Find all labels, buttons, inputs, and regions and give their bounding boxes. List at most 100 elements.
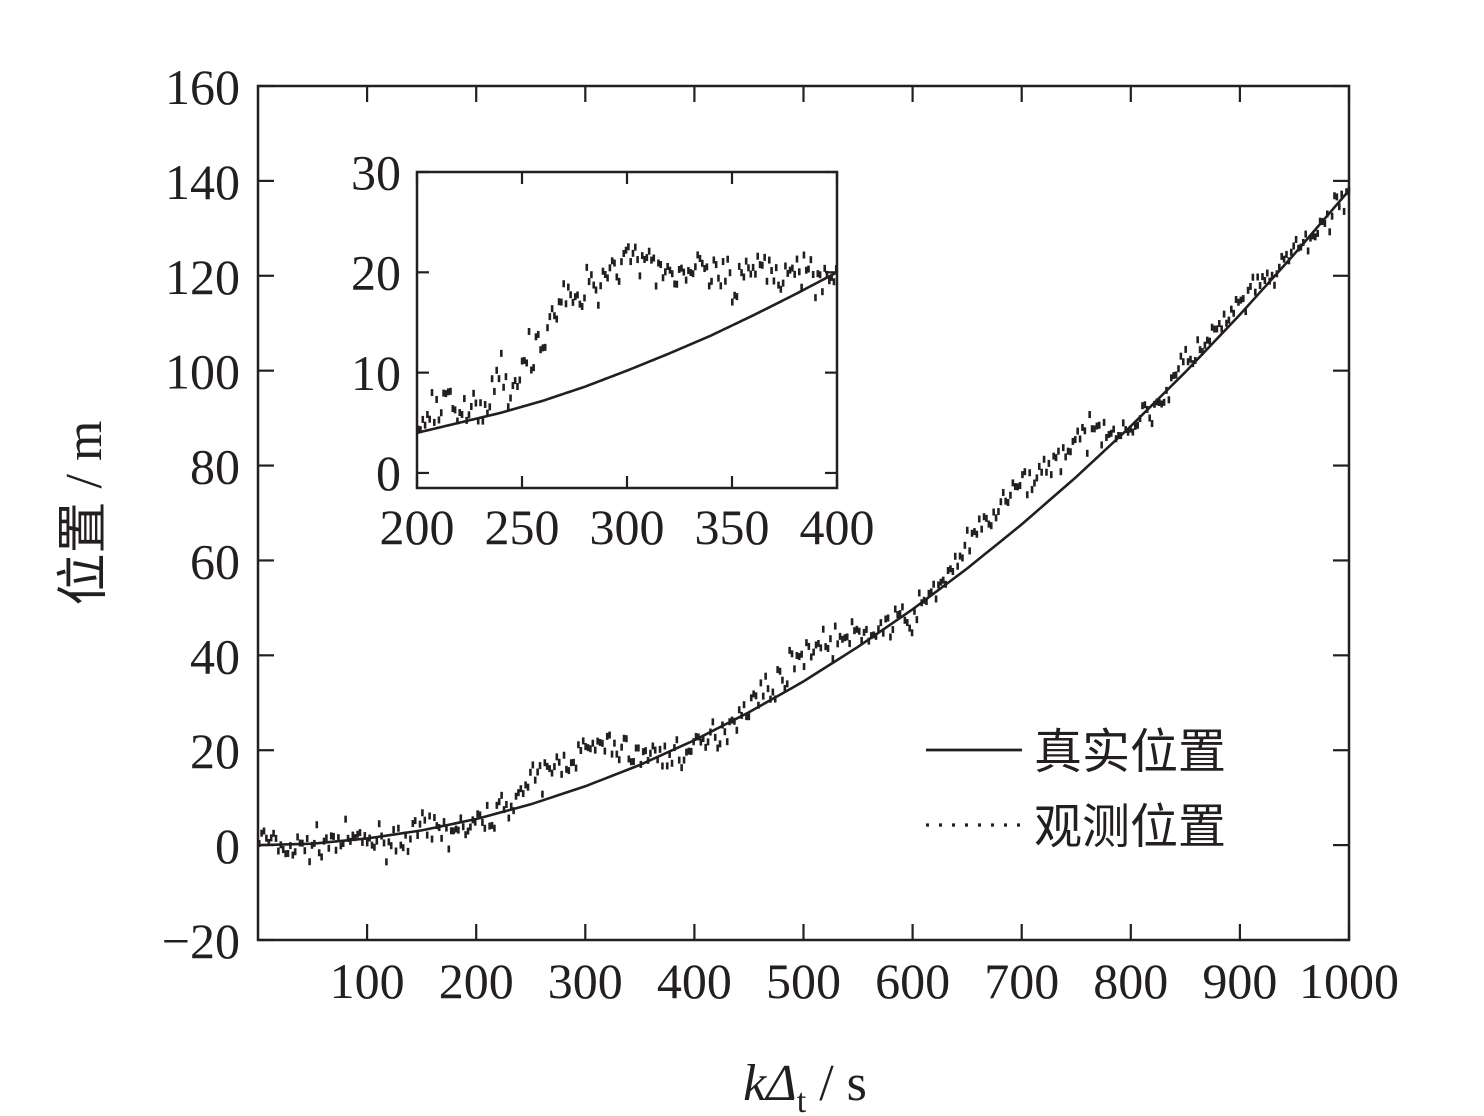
main-observed-point <box>380 832 383 840</box>
main-observed-point <box>317 849 321 857</box>
inset-observed-point <box>506 403 510 411</box>
main-observed-point <box>1016 483 1019 491</box>
main-observed-point <box>519 785 523 793</box>
main-observed-point <box>541 790 544 798</box>
main-observed-point <box>1009 491 1012 499</box>
main-observed-point <box>1333 192 1336 200</box>
main-y-tick-label: 40 <box>190 628 240 684</box>
main-observed-point <box>1049 471 1053 479</box>
main-observed-point <box>301 839 304 847</box>
main-observed-point <box>385 858 388 866</box>
inset-observed-point <box>578 300 582 308</box>
main-observed-point <box>608 731 611 739</box>
main-observed-point <box>313 839 316 847</box>
inset-observed-point <box>721 258 725 266</box>
main-observed-point <box>1165 386 1168 394</box>
main-observed-point <box>464 831 467 839</box>
main-observed-point <box>910 629 914 637</box>
inset-observed-point <box>666 262 669 270</box>
inset-observed-point <box>786 269 790 277</box>
main-observed-point <box>769 695 772 703</box>
main-observed-point <box>1148 414 1151 422</box>
main-observed-point <box>1102 418 1106 426</box>
main-observed-point <box>653 746 657 754</box>
main-observed-point <box>548 765 551 773</box>
main-observed-point <box>809 653 813 661</box>
inset-observed-point <box>442 389 445 397</box>
main-observed-point <box>545 762 549 770</box>
main-observed-point <box>1345 188 1348 196</box>
main-x-tick-label: 100 <box>330 953 405 1009</box>
inset-observed-point <box>751 263 755 271</box>
inset-observed-point <box>530 366 533 374</box>
main-observed-point <box>437 824 441 832</box>
main-observed-point <box>1249 282 1252 290</box>
inset-observed-point <box>795 255 799 263</box>
main-observed-point <box>1313 233 1317 241</box>
main-observed-point <box>704 743 707 751</box>
main-observed-point <box>1155 398 1159 406</box>
main-observed-point <box>1337 203 1341 211</box>
inset-observed-point <box>830 273 833 281</box>
main-observed-point <box>269 834 273 842</box>
main-observed-point <box>665 762 669 770</box>
main-observed-point <box>1047 459 1051 467</box>
main-observed-point <box>272 829 275 837</box>
inset-observed-point <box>426 411 429 419</box>
inset-observed-point <box>767 256 771 264</box>
inset-observed-point <box>557 298 561 306</box>
main-observed-point <box>349 837 352 845</box>
main-observed-point <box>853 627 856 635</box>
inset-observed-point <box>456 417 459 425</box>
main-observed-point <box>1119 432 1123 440</box>
inset-observed-point <box>469 403 473 411</box>
main-observed-point <box>999 498 1003 506</box>
inset-observed-point <box>571 298 575 306</box>
main-observed-point <box>529 768 532 776</box>
main-observed-point <box>833 622 837 630</box>
main-observed-point <box>1193 357 1197 364</box>
main-observed-point <box>1222 310 1226 318</box>
inset-observed-point <box>433 418 436 426</box>
main-observed-point <box>1203 341 1207 349</box>
main-y-tick-label: 100 <box>165 344 240 400</box>
inset-background <box>417 172 837 488</box>
main-observed-point <box>778 667 782 675</box>
main-observed-point <box>687 747 691 755</box>
main-observed-point <box>1234 295 1238 303</box>
main-observed-point <box>1198 346 1202 354</box>
main-observed-point <box>867 637 871 645</box>
main-observed-point <box>476 810 479 818</box>
main-observed-point <box>1205 336 1209 344</box>
inset-observed-point <box>622 249 626 257</box>
main-observed-point <box>821 625 825 633</box>
main-observed-point <box>1042 455 1046 463</box>
main-observed-point <box>922 596 926 604</box>
main-observed-point <box>1136 421 1139 429</box>
inset-y-tick-labels: 0 10 20 30 <box>351 144 401 501</box>
main-observed-point <box>934 595 938 603</box>
main-observed-point <box>692 738 695 746</box>
inset-observed-point <box>696 251 699 259</box>
main-observed-point <box>1157 398 1161 406</box>
inset-observed-point <box>467 411 471 419</box>
main-observed-point <box>517 789 520 797</box>
main-observed-point <box>865 625 868 633</box>
inset-observed-point <box>677 266 681 274</box>
main-observed-point <box>1052 452 1055 460</box>
main-observed-point <box>277 847 280 855</box>
inset-observed-point <box>421 415 425 423</box>
main-observed-point <box>579 747 583 754</box>
inset-axis-ticks <box>415 170 839 488</box>
inset-observed-point <box>804 266 808 274</box>
inset-observed-point <box>451 405 455 413</box>
main-observed-point <box>502 806 506 814</box>
main-observed-point <box>1100 441 1103 449</box>
inset-observed-point <box>539 346 542 354</box>
main-observed-point <box>735 726 739 734</box>
main-observed-point <box>641 748 645 756</box>
inset-observed-point <box>532 364 535 372</box>
main-observed-point <box>742 701 746 709</box>
inset-observed-point <box>809 256 813 264</box>
inset-observed-point <box>483 400 487 408</box>
